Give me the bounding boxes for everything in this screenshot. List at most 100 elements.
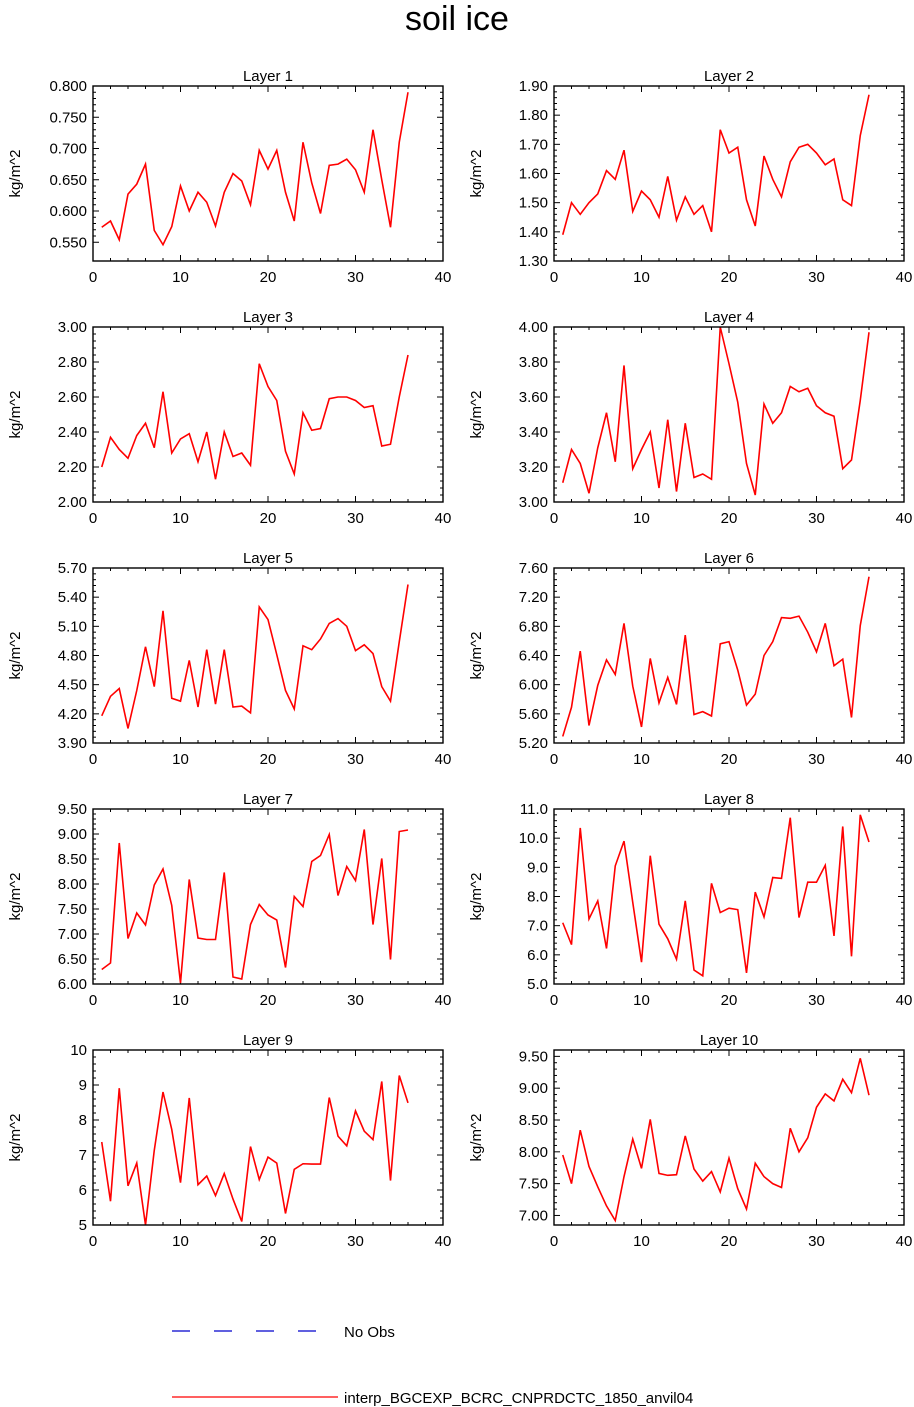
x-tick-label: 40 [896,1233,913,1250]
series-line [101,829,409,984]
x-tick-label: 0 [89,269,97,286]
panel-layer-1: Layer 1 kg/m^2 0 10 20 30 40 0.550 0.600 0.650 0.7… [7,68,451,286]
x-tick-label: 10 [172,510,189,527]
x-tick-label: 20 [721,510,738,527]
x-tick-label: 30 [808,269,825,286]
y-tick-label: 0.800 [49,78,87,95]
x-tick-label: 30 [808,510,825,527]
y-tick-label: 7.00 [519,1207,548,1224]
y-tick-label: 9.50 [519,1048,548,1065]
panel-layer-3: Layer 3 kg/m^2 0 10 20 30 40 2.00 2.20 2.40 2.60 2.… [7,309,451,527]
y-tick-label: 3.60 [519,389,548,406]
panel-layer-9: Layer 9 kg/m^2 0 10 20 30 40 5 6 7 8 9 10 [7,1032,451,1250]
y-tick-label: 5.40 [58,589,87,606]
plot-frame [553,567,905,744]
x-tick-label: 20 [721,1233,738,1250]
y-tick-label: 7.50 [519,1176,548,1193]
x-tick-label: 10 [633,269,650,286]
panels: Layer 1 kg/m^2 0 10 20 30 40 0.550 0.600 0.650 0.7… [7,68,912,1250]
x-tick-label: 20 [721,269,738,286]
y-tick-label: 0.550 [49,234,87,251]
x-tick-label: 10 [172,992,189,1009]
y-tick-label: 9 [79,1077,87,1094]
y-axis-label: kg/m^2 [468,632,485,680]
panel-title: Layer 5 [243,550,293,567]
x-tick-label: 0 [89,751,97,768]
x-tick-label: 40 [896,751,913,768]
y-tick-label: 1.80 [519,107,548,124]
x-tick-label: 20 [260,269,277,286]
y-tick-label: 4.20 [58,706,87,723]
y-tick-label: 3.80 [519,354,548,371]
x-tick-label: 30 [808,1233,825,1250]
plot-frame [92,1049,444,1226]
panel-layer-10: Layer 10 kg/m^2 0 10 20 30 40 7.00 7.50 8.00 8.50 9… [468,1032,912,1250]
y-tick-label: 1.50 [519,195,548,212]
y-tick-label: 8.50 [519,1112,548,1129]
y-tick-label: 5.20 [519,735,548,752]
y-tick-label: 9.0 [527,859,548,876]
y-tick-label: 2.00 [58,494,87,511]
x-tick-label: 10 [633,751,650,768]
x-tick-label: 20 [721,992,738,1009]
series-line [561,94,870,235]
plot-frame [92,808,444,985]
panel-title: Layer 4 [704,309,754,326]
y-tick-label: 6.40 [519,648,548,665]
series-line [100,354,409,480]
y-tick-label: 6.00 [58,976,87,993]
x-tick-label: 10 [172,1233,189,1250]
series-line [562,814,870,978]
y-axis-label: kg/m^2 [468,150,485,198]
x-tick-label: 30 [808,751,825,768]
plot-frame [553,326,905,503]
plot-frame [92,567,444,744]
legend: No Obs interp_BGCEXP_BCRC_CNPRDCTC_1850_… [172,1324,693,1407]
y-tick-label: 5.60 [519,706,548,723]
x-tick-label: 0 [550,1233,558,1250]
x-tick-label: 10 [172,269,189,286]
y-tick-label: 5.70 [58,560,87,577]
series-line [561,576,870,737]
x-tick-label: 10 [633,1233,650,1250]
y-axis-label: kg/m^2 [7,1114,24,1162]
panel-layer-5: Layer 5 kg/m^2 0 10 20 30 40 3.90 4.20 4.50 4.80 5.… [7,550,451,768]
plot-frame [553,808,905,985]
y-tick-label: 7.00 [58,926,87,943]
x-tick-label: 0 [550,269,558,286]
y-tick-label: 6.80 [519,618,548,635]
plot-frame [553,1049,905,1226]
series-line [101,584,409,729]
y-tick-label: 1.30 [519,253,548,270]
y-tick-label: 2.20 [58,459,87,476]
y-tick-label: 2.80 [58,354,87,371]
y-tick-label: 6.50 [58,951,87,968]
panel-title: Layer 8 [704,791,754,808]
y-tick-label: 1.70 [519,136,548,153]
x-tick-label: 40 [435,269,452,286]
y-tick-label: 8.00 [519,1144,548,1161]
panel-title: Layer 6 [704,550,754,567]
y-tick-label: 2.60 [58,389,87,406]
y-tick-label: 5.0 [527,976,548,993]
panel-layer-7: Layer 7 kg/m^2 0 10 20 30 40 6.00 6.50 7.00 7.50 8.… [7,791,451,1009]
y-tick-label: 9.00 [58,826,87,843]
y-tick-label: 7.0 [527,918,548,935]
y-tick-label: 4.00 [519,319,548,336]
x-tick-label: 20 [260,751,277,768]
y-tick-label: 3.40 [519,424,548,441]
page-title: soil ice [405,0,509,38]
y-tick-label: 8.0 [527,889,548,906]
x-tick-label: 40 [435,1233,452,1250]
y-tick-label: 5.10 [58,618,87,635]
y-tick-label: 0.600 [49,203,87,220]
x-tick-label: 20 [721,751,738,768]
y-tick-label: 0.750 [49,109,87,126]
y-tick-label: 7 [79,1147,87,1164]
x-tick-label: 40 [435,751,452,768]
y-axis-label: kg/m^2 [7,150,24,198]
y-tick-label: 8.50 [58,851,87,868]
y-tick-label: 0.700 [49,141,87,158]
panel-title: Layer 2 [704,68,754,85]
y-tick-label: 5 [79,1217,87,1234]
